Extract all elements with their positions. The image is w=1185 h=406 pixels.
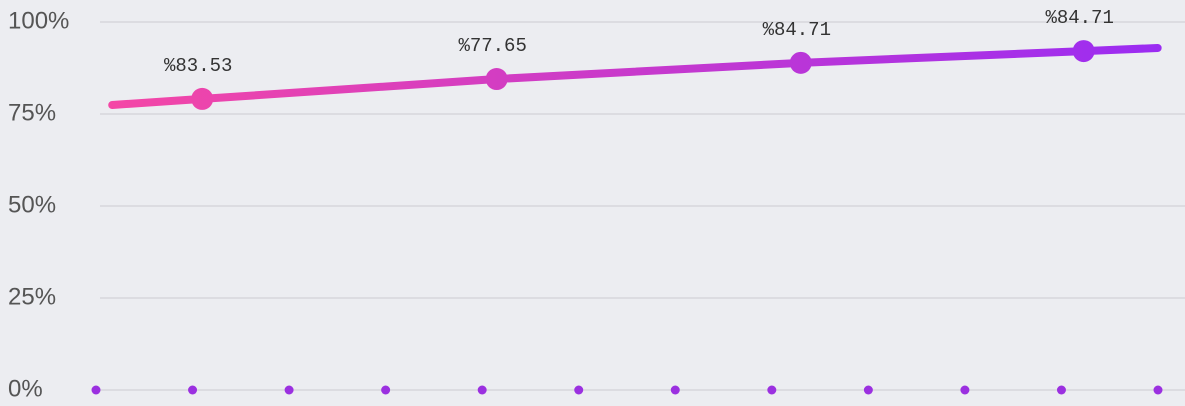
baseline-dot bbox=[92, 386, 101, 395]
annotation: %77.65 bbox=[458, 35, 526, 57]
baseline-dot bbox=[574, 386, 583, 395]
y-tick-label: 0% bbox=[8, 375, 43, 402]
baseline-dot bbox=[381, 386, 390, 395]
y-tick-label: 75% bbox=[8, 99, 56, 126]
annotation: %84.71 bbox=[763, 19, 831, 41]
y-tick-label: 100% bbox=[8, 7, 69, 34]
baseline-dot bbox=[864, 386, 873, 395]
annotation: %84.71 bbox=[1045, 7, 1113, 29]
point bbox=[790, 52, 812, 74]
y-tick-label: 25% bbox=[8, 283, 56, 310]
annotation: %83.53 bbox=[164, 55, 232, 77]
point bbox=[486, 68, 508, 90]
baseline-dot bbox=[767, 386, 776, 395]
point bbox=[1073, 40, 1095, 62]
y-tick-label: 50% bbox=[8, 191, 56, 218]
point bbox=[191, 88, 213, 110]
chart: 0% 25% 50% 75% 100% %83.53 %77.65 %84.71 %84.71 bbox=[0, 0, 1185, 406]
baseline-dot bbox=[1057, 386, 1066, 395]
baseline-dot bbox=[478, 386, 487, 395]
baseline-dot bbox=[960, 386, 969, 395]
baseline-dot bbox=[1154, 386, 1163, 395]
baseline-dot bbox=[188, 386, 197, 395]
baseline-dot bbox=[671, 386, 680, 395]
baseline-dot bbox=[285, 386, 294, 395]
